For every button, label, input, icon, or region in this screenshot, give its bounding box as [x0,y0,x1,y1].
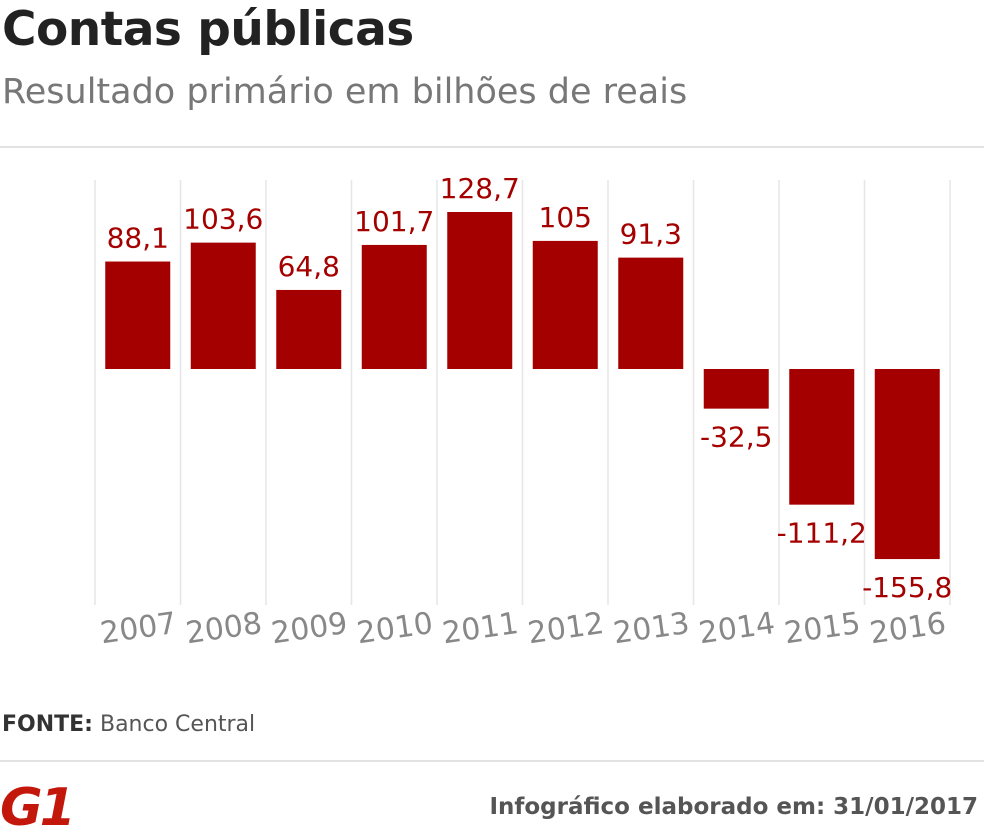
bar-2007 [105,261,171,369]
tick-label-2012: 2012 [526,606,606,651]
value-label-2011: 128,7 [440,172,520,205]
tick-label-2013: 2013 [611,606,691,651]
chart-title: Contas públicas [2,2,414,57]
g1-logo-text: G1 [0,780,70,830]
value-label-2014: -32,5 [700,421,772,454]
bar-2011 [447,212,513,369]
source-note: FONTE: Banco Central [2,712,255,737]
tick-label-2008: 2008 [184,606,264,651]
g1-logo: G1 [0,778,76,835]
bar-2012 [532,240,598,369]
value-label-2008: 103,6 [183,203,263,236]
infographic-date: Infográfico elaborado em: 31/01/2017 [489,794,978,820]
value-label-2015: -111,2 [777,517,867,550]
source-value: Banco Central [99,712,256,737]
tick-label-2016: 2016 [868,606,948,651]
bar-2016 [874,369,940,560]
value-label-2010: 101,7 [354,205,434,238]
value-label-2009: 64,8 [278,250,340,283]
tick-label-2014: 2014 [697,606,777,651]
tick-label-2010: 2010 [355,606,435,651]
value-label-2016: -155,8 [862,571,952,604]
value-label-2007: 88,1 [107,222,169,255]
tick-label-2015: 2015 [782,606,862,651]
bar-2009 [276,289,342,369]
value-label-2013: 91,3 [620,218,682,251]
bar-chart: 88,1 2007 103,6 2008 64,8 2009 101,7 2010 128,7 2… [94,172,952,651]
bar-2010 [361,244,427,369]
value-label-2012: 105 [539,201,592,234]
tick-label-2007: 2007 [98,606,178,651]
bar-2013 [618,257,684,369]
tick-label-2011: 2011 [440,606,520,651]
source-label: FONTE: [2,712,93,737]
footer-divider [0,760,984,762]
bar-2008 [190,242,256,369]
chart-subtitle: Resultado primário em bilhões de reais [2,72,688,112]
tick-label-2009: 2009 [269,606,349,651]
header-divider [0,146,984,148]
bar-2015 [789,369,855,505]
bar-2014 [703,369,769,409]
